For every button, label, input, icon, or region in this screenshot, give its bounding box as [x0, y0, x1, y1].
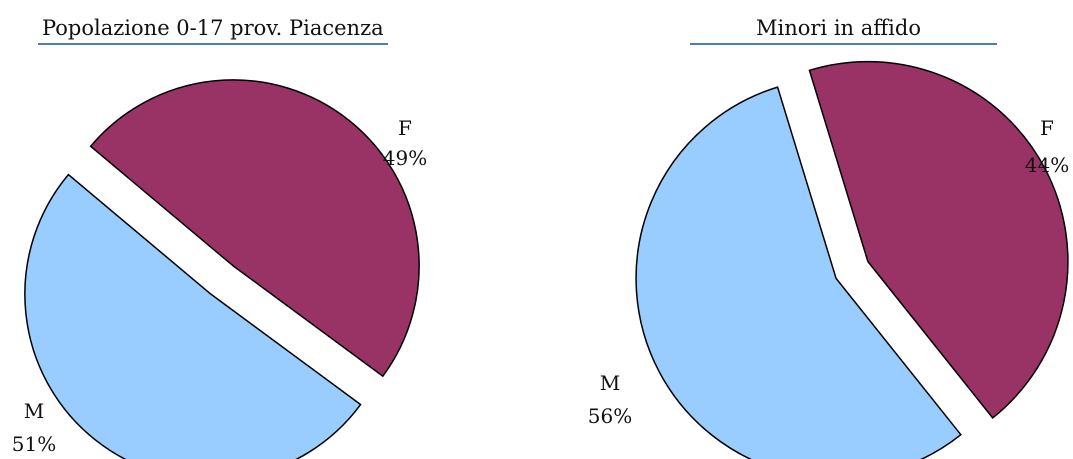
chart-title: Minori in affido: [690, 16, 997, 45]
pie-slice-m: [635, 86, 962, 459]
pie-slice-f: [89, 79, 420, 378]
slice-name-label: M: [24, 399, 44, 423]
chart-title: Popolazione 0-17 prov. Piacenza: [38, 16, 388, 45]
slice-name-label: F: [398, 116, 412, 140]
slice-percent-label: 51%: [12, 432, 56, 456]
pie-chart-svg: F 49% M 51%: [12, 79, 427, 459]
pie-chart-popolazione: F 49% M 51% Popolazione 0-17 prov. Piacenza: [0, 0, 536, 459]
pie-slice-f: [808, 60, 1069, 419]
slice-name-label: M: [600, 371, 620, 395]
slice-percent-label: 44%: [1025, 153, 1069, 177]
pie-chart-affido: F 44% M 56% Minori in affido: [536, 0, 1072, 459]
slice-name-label: F: [1040, 116, 1054, 140]
pie-chart-svg: F 44% M 56%: [588, 60, 1069, 459]
slice-percent-label: 56%: [588, 404, 632, 428]
slice-percent-label: 49%: [383, 146, 427, 170]
